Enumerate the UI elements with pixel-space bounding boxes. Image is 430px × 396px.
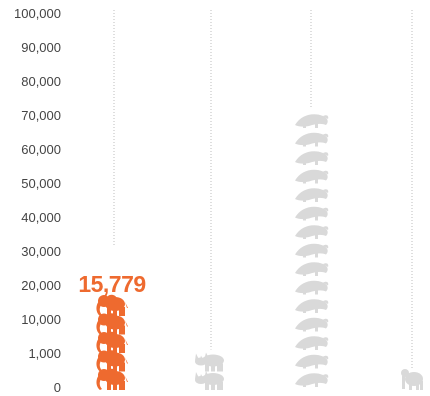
y-tick-label: 60,000 — [21, 142, 61, 157]
pangolin-icon — [295, 354, 329, 369]
pangolin-icon — [295, 151, 329, 165]
rhino-icon — [195, 371, 224, 390]
y-tick-label: 40,000 — [21, 210, 61, 225]
y-tick-label: 50,000 — [21, 176, 61, 191]
y-tick-label: 100,000 — [14, 6, 61, 21]
pangolin-icon — [295, 280, 329, 295]
elephant-icon — [96, 313, 128, 335]
column-guides — [113, 10, 413, 368]
y-tick-label: 10,000 — [21, 312, 61, 327]
pangolin-icon — [295, 262, 329, 276]
pangolin-icon — [295, 299, 329, 313]
pangolin-icon — [295, 132, 329, 147]
y-axis: 0 1,000 10,000 20,000 30,000 40,000 50,000 60,0… — [14, 6, 61, 395]
y-tick-label: 80,000 — [21, 74, 61, 89]
y-tick-label: 70,000 — [21, 108, 61, 123]
pangolin-icon — [295, 317, 329, 332]
pangolin-icon — [295, 243, 329, 258]
elephant-icon — [96, 350, 128, 372]
value-label: 15,779 — [78, 271, 145, 297]
pangolin-icon — [295, 336, 329, 350]
y-tick-label: 30,000 — [21, 244, 61, 259]
icon-columns — [96, 114, 423, 390]
pangolin-icon — [295, 169, 329, 184]
pangolin-icon — [295, 206, 329, 221]
elephant-icon — [96, 294, 128, 316]
rhino-icon — [195, 352, 224, 372]
value-labels: 15,779 — [78, 271, 146, 297]
y-tick-label: 20,000 — [21, 278, 61, 293]
pangolin-icon — [295, 114, 329, 128]
pangolin-icon — [295, 373, 329, 387]
elephant-icon — [96, 331, 128, 353]
ape-icon — [401, 369, 423, 390]
pangolin-icon — [295, 188, 329, 202]
pangolin-icon — [295, 225, 329, 239]
y-tick-label: 1,000 — [28, 346, 61, 361]
y-tick-label: 90,000 — [21, 40, 61, 55]
y-tick-label: 0 — [54, 380, 61, 395]
elephant-icon — [96, 368, 128, 390]
